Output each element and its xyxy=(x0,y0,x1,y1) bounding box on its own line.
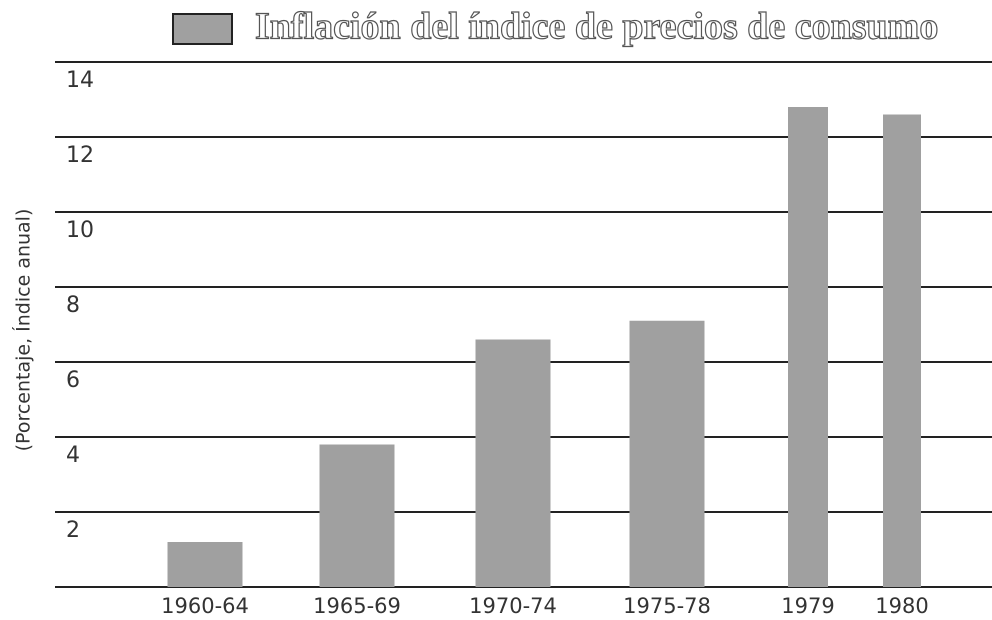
bar xyxy=(629,320,705,587)
x-tick-label: 1965-69 xyxy=(313,594,401,618)
legend-label: Inflación del índice de precios de consu… xyxy=(255,6,938,48)
x-tick-label: 1960-64 xyxy=(161,594,249,618)
bar xyxy=(167,542,243,587)
bar xyxy=(883,114,921,587)
y-tick-label: 8 xyxy=(66,293,80,318)
bar xyxy=(475,339,551,587)
bar xyxy=(319,444,395,587)
y-axis-label: (Porcentaje, Índice anual) xyxy=(12,209,35,452)
x-tick-label: 1970-74 xyxy=(469,594,557,618)
y-tick-label: 12 xyxy=(66,143,94,168)
y-tick-label: 4 xyxy=(66,443,80,468)
y-tick-label: 14 xyxy=(66,68,94,93)
y-tick-label: 10 xyxy=(66,218,94,243)
y-tick-label: 2 xyxy=(66,518,80,543)
bar xyxy=(788,107,828,587)
x-tick-label: 1975-78 xyxy=(623,594,711,618)
x-tick-label: 1979 xyxy=(781,594,834,618)
legend-swatch xyxy=(172,13,233,45)
y-tick-label: 6 xyxy=(66,368,80,393)
x-tick-label: 1980 xyxy=(875,594,928,618)
